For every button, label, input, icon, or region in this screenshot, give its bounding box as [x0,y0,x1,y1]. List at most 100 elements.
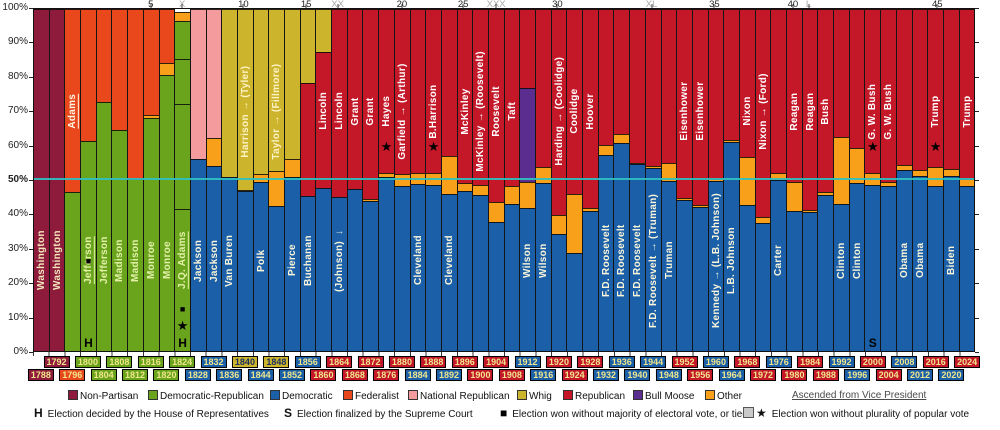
election-bar-1832: Jackson [206,9,223,351]
segment-republican [677,9,692,198]
segment-other [269,171,284,206]
segment-republican [834,9,849,137]
year-chip-1972: 1972 [750,369,777,381]
plot-area: Washington Washington Adams Jefferson ■ H Jeff… [33,8,975,352]
segment-republican [410,9,426,174]
election-bar-1852: Pierce [285,9,301,351]
segment-democratic [849,182,865,351]
segment-republican [614,9,630,135]
segment-republican [473,9,488,186]
election-bar-1964: L.B. Johnson [724,9,740,351]
axis-tick [29,8,33,9]
election-bar-1888: B.Harrison ★ [426,9,442,351]
election-bar-1944: F.D. Roosevelt → (Truman) [645,9,662,351]
note-popular-plurality: ★ Election won without plurality of popul… [743,406,969,420]
ascended-from-vp-note: Ascended from Vice President [792,390,927,401]
symbol-S: S [284,406,293,420]
election-bar-1836: Van Buren [222,9,238,351]
year-chip-1916: 1916 [530,369,557,381]
axis-tick [975,317,979,319]
year-chip-1980: 1980 [781,369,808,381]
year-chip-1932: 1932 [593,369,620,381]
election-bar-1872: Grant [363,9,380,351]
election-bar-1936: F.D. Roosevelt [614,9,631,351]
y-axis-label: 80% [7,70,28,82]
segment-non-partisan [34,9,49,351]
segment-other [881,182,896,186]
segment-democratic [818,195,834,351]
segment-whig [300,9,316,83]
segment-democratic [332,197,347,351]
y-axis-label: 20% [7,277,28,289]
axis-tick [29,317,33,319]
election-bar-1864: Lincoln (Johnson) ↓ [332,9,348,351]
axis-tick [975,352,979,353]
segment-democratic [504,203,520,351]
segment-democratic [285,177,300,351]
year-chip-2016: 2016 [922,356,949,368]
axis-tick [29,76,33,78]
y-axis-label: 30% [7,242,28,254]
segment-other [394,174,410,187]
election-bar-1804: Jefferson [96,9,113,351]
year-chip-1796: 1796 [59,369,86,381]
segment-republican [379,9,394,173]
star-icon: ★ [756,406,767,420]
year-chip-2024: 2024 [954,356,981,368]
year-chip-1816: 1816 [137,356,164,368]
year-chip-1788: 1788 [27,369,54,381]
legend-item-whig: Whig [517,390,552,402]
axis-tick [651,4,653,8]
segment-other [802,210,818,213]
legend-swatch [408,390,418,400]
segment-republican [865,9,881,173]
segment-democratic [771,179,786,351]
legend-item-democratic-republican: Democratic-Republican [148,390,264,402]
segment-democratic [614,143,630,351]
election-bar-1904: Roosevelt [488,9,505,351]
segment-democratic-republican [175,209,190,351]
election-bar-1928: Hoover [583,9,599,351]
segment-republican [881,9,896,183]
year-chip-1988: 1988 [812,369,839,381]
election-bar-1844: Polk [253,9,270,351]
election-bar-2008: Obama [896,9,913,351]
segment-other [143,114,159,118]
segment-whig [269,9,284,172]
y-axis-label: 40% [7,208,28,220]
segment-democratic-republican [112,129,128,351]
election-bar-1976: Carter [771,9,787,351]
year-chip-1984: 1984 [797,356,824,368]
axis-tick [975,283,979,285]
segment-other [551,215,567,235]
year-chip-1976: 1976 [765,356,792,368]
segment-democratic-republican [96,102,112,351]
segment-republican [316,52,332,189]
segment-other [206,138,222,166]
year-chip-1876: 1876 [373,369,400,381]
note-electoral-majority: ■ Election won without majority of electo… [500,406,748,420]
legend-item-republican: Republican [563,390,625,402]
segment-republican [630,9,645,163]
segment-republican [598,9,614,145]
segment-other [645,165,661,169]
note-supreme-court: S Election finalized by the Supreme Court [284,406,473,420]
segment-other [849,148,865,183]
election-bar-1796: Adams [65,9,82,351]
legend-item-non-partisan: Non-Partisan [68,390,138,402]
segment-democratic [206,165,222,351]
year-chip-1908: 1908 [498,369,525,381]
year-chip-1992: 1992 [828,356,855,368]
y-axis-label: 10% [7,311,28,323]
axis-tick [150,4,152,8]
segment-republican [787,9,802,183]
segment-republican [441,9,457,157]
year-chip-1956: 1956 [687,369,714,381]
segment-other [614,134,630,144]
year-chip-1888: 1888 [420,356,447,368]
axis-tick [305,4,307,8]
year-chip-1792: 1792 [43,356,70,368]
year-chip-1900: 1900 [467,369,494,381]
segment-federalist [81,9,96,142]
year-chip-1924: 1924 [561,369,588,381]
